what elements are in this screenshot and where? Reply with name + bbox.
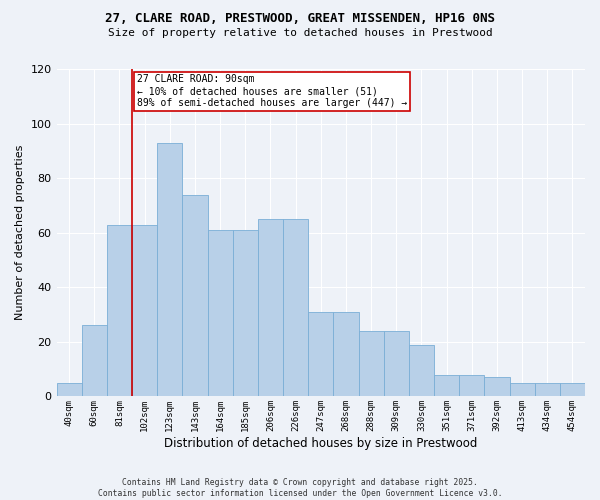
Y-axis label: Number of detached properties: Number of detached properties xyxy=(15,145,25,320)
Bar xyxy=(56,383,82,396)
Bar xyxy=(82,326,107,396)
Bar xyxy=(283,219,308,396)
Bar xyxy=(383,331,409,396)
Bar xyxy=(182,194,208,396)
Bar xyxy=(233,230,258,396)
Bar xyxy=(509,383,535,396)
Bar xyxy=(560,383,585,396)
Bar xyxy=(258,219,283,396)
Bar xyxy=(459,374,484,396)
Bar xyxy=(157,142,182,396)
Text: 27 CLARE ROAD: 90sqm
← 10% of detached houses are smaller (51)
89% of semi-detac: 27 CLARE ROAD: 90sqm ← 10% of detached h… xyxy=(137,74,407,108)
Bar xyxy=(132,224,157,396)
Bar xyxy=(484,378,509,396)
Text: 27, CLARE ROAD, PRESTWOOD, GREAT MISSENDEN, HP16 0NS: 27, CLARE ROAD, PRESTWOOD, GREAT MISSEND… xyxy=(105,12,495,26)
Bar xyxy=(434,374,459,396)
Bar xyxy=(535,383,560,396)
X-axis label: Distribution of detached houses by size in Prestwood: Distribution of detached houses by size … xyxy=(164,437,478,450)
Bar xyxy=(359,331,383,396)
Bar xyxy=(409,344,434,397)
Text: Contains HM Land Registry data © Crown copyright and database right 2025.
Contai: Contains HM Land Registry data © Crown c… xyxy=(98,478,502,498)
Bar xyxy=(308,312,334,396)
Bar xyxy=(208,230,233,396)
Text: Size of property relative to detached houses in Prestwood: Size of property relative to detached ho… xyxy=(107,28,493,38)
Bar xyxy=(107,224,132,396)
Bar xyxy=(334,312,359,396)
